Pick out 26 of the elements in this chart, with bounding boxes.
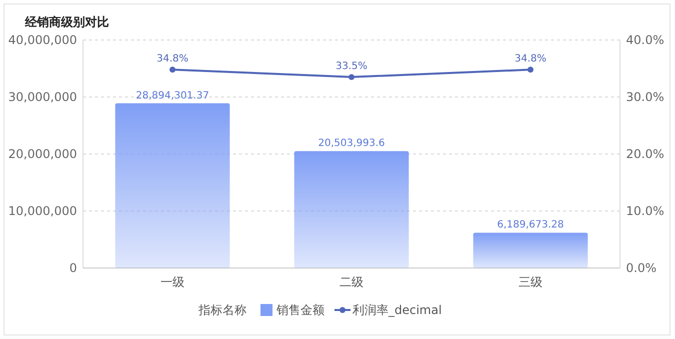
y2-tick-label: 0.0%	[626, 261, 656, 275]
x-tick-label: 一级	[160, 275, 184, 289]
y-tick-label: 0	[69, 261, 77, 275]
bar	[294, 151, 409, 268]
data-label: 34.8%	[514, 54, 546, 65]
x-tick-label: 三级	[518, 275, 542, 289]
y-tick-label: 20,000,000	[8, 147, 77, 161]
data-label: 6,189,673.28	[497, 220, 564, 231]
data-label: 34.8%	[156, 54, 188, 65]
data-label: 28,894,301.37	[136, 90, 210, 102]
y2-tick-label: 40.0%	[626, 33, 664, 47]
data-label: 20,503,993.6	[318, 138, 385, 150]
x-tick-label: 二级	[340, 275, 364, 289]
data-label: 33.5%	[336, 61, 368, 72]
y2-tick-label: 20.0%	[626, 147, 664, 161]
bar	[115, 103, 230, 268]
y2-tick-label: 10.0%	[626, 204, 664, 218]
legend-title: 指标名称	[198, 303, 246, 317]
y-tick-label: 40,000,000	[8, 33, 77, 47]
bar	[473, 232, 588, 268]
y-tick-label: 10,000,000	[8, 204, 77, 218]
legend-label: 利润率_decimal	[352, 303, 442, 317]
chart-title: 经销商级别对比	[24, 15, 109, 29]
y2-tick-label: 30.0%	[626, 90, 664, 104]
y-tick-label: 30,000,000	[8, 90, 77, 104]
legend-label: 销售金额	[276, 303, 324, 317]
